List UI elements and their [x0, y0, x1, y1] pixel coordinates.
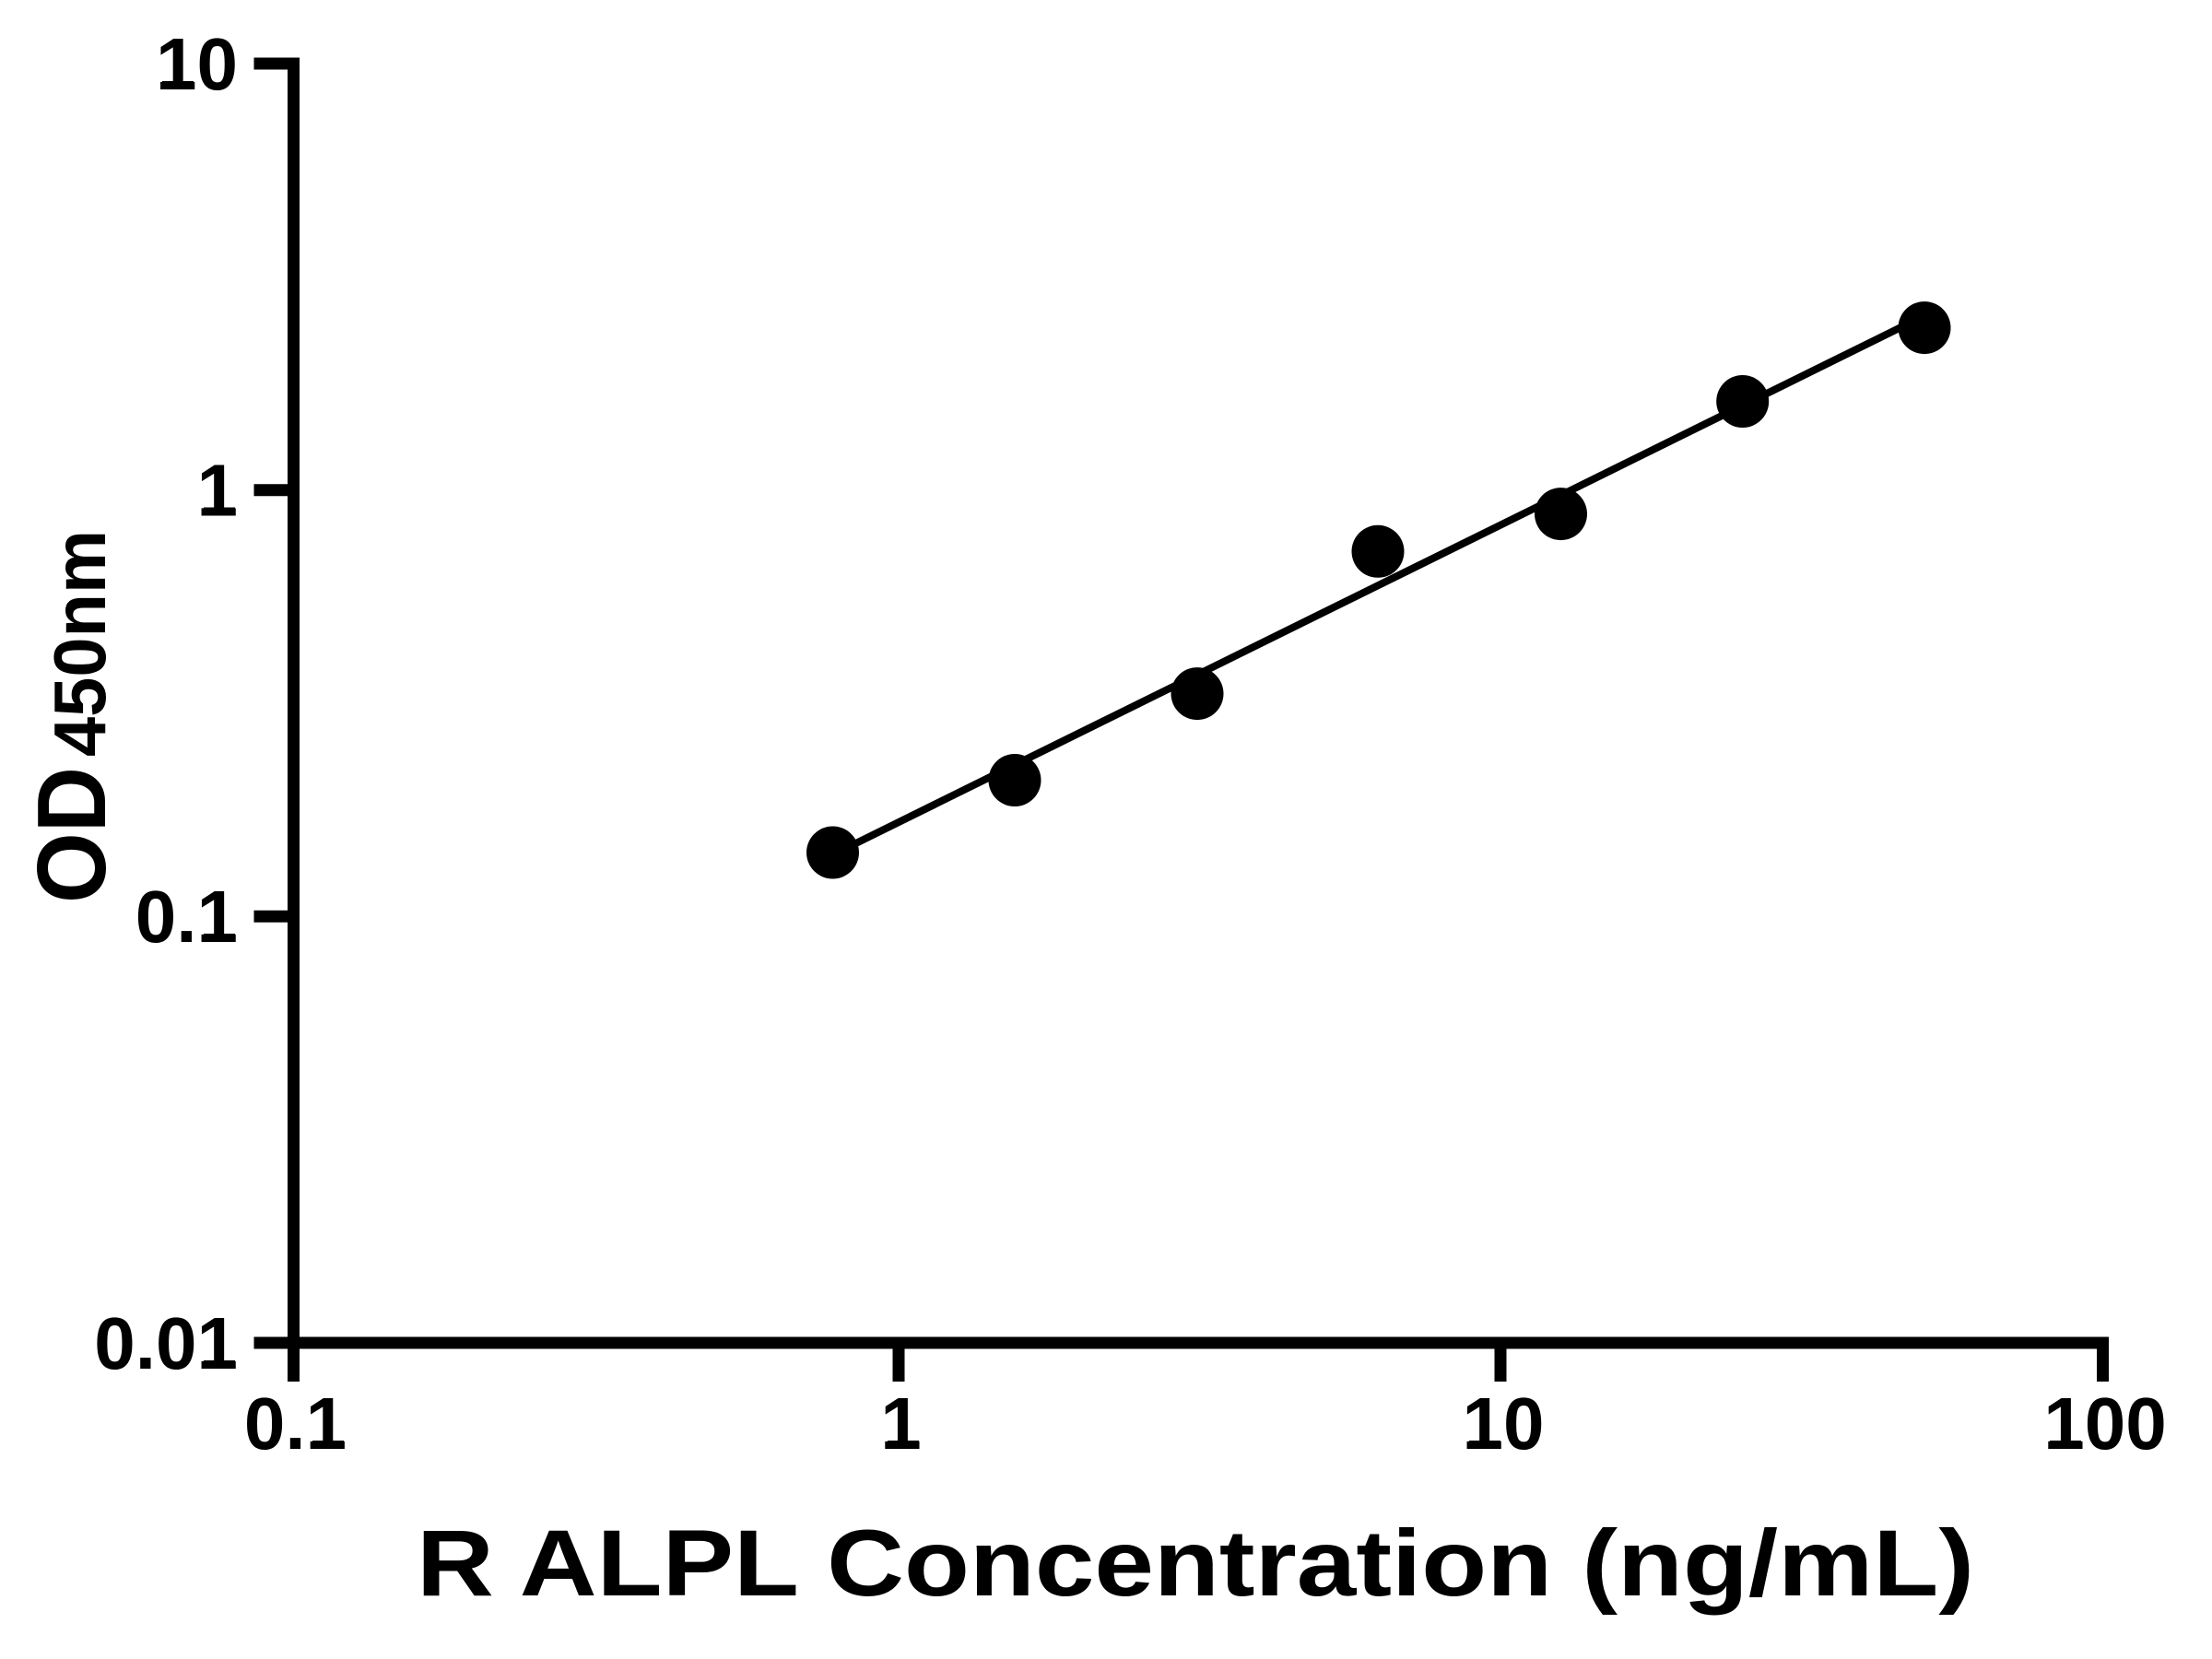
svg-text:OD: OD: [18, 767, 126, 903]
svg-text:0.1: 0.1: [244, 1382, 347, 1465]
svg-text:1: 1: [197, 450, 239, 532]
svg-text:10: 10: [1463, 1382, 1545, 1465]
svg-text:450nm: 450nm: [39, 530, 121, 757]
svg-text:0.01: 0.01: [94, 1302, 238, 1384]
svg-text:1: 1: [880, 1382, 922, 1465]
svg-text:100: 100: [2043, 1382, 2166, 1465]
svg-text:10: 10: [156, 23, 238, 105]
svg-text:0.1: 0.1: [135, 876, 238, 958]
svg-text:R ALPL Concentration (ng/mL): R ALPL Concentration (ng/mL): [417, 1511, 1974, 1616]
